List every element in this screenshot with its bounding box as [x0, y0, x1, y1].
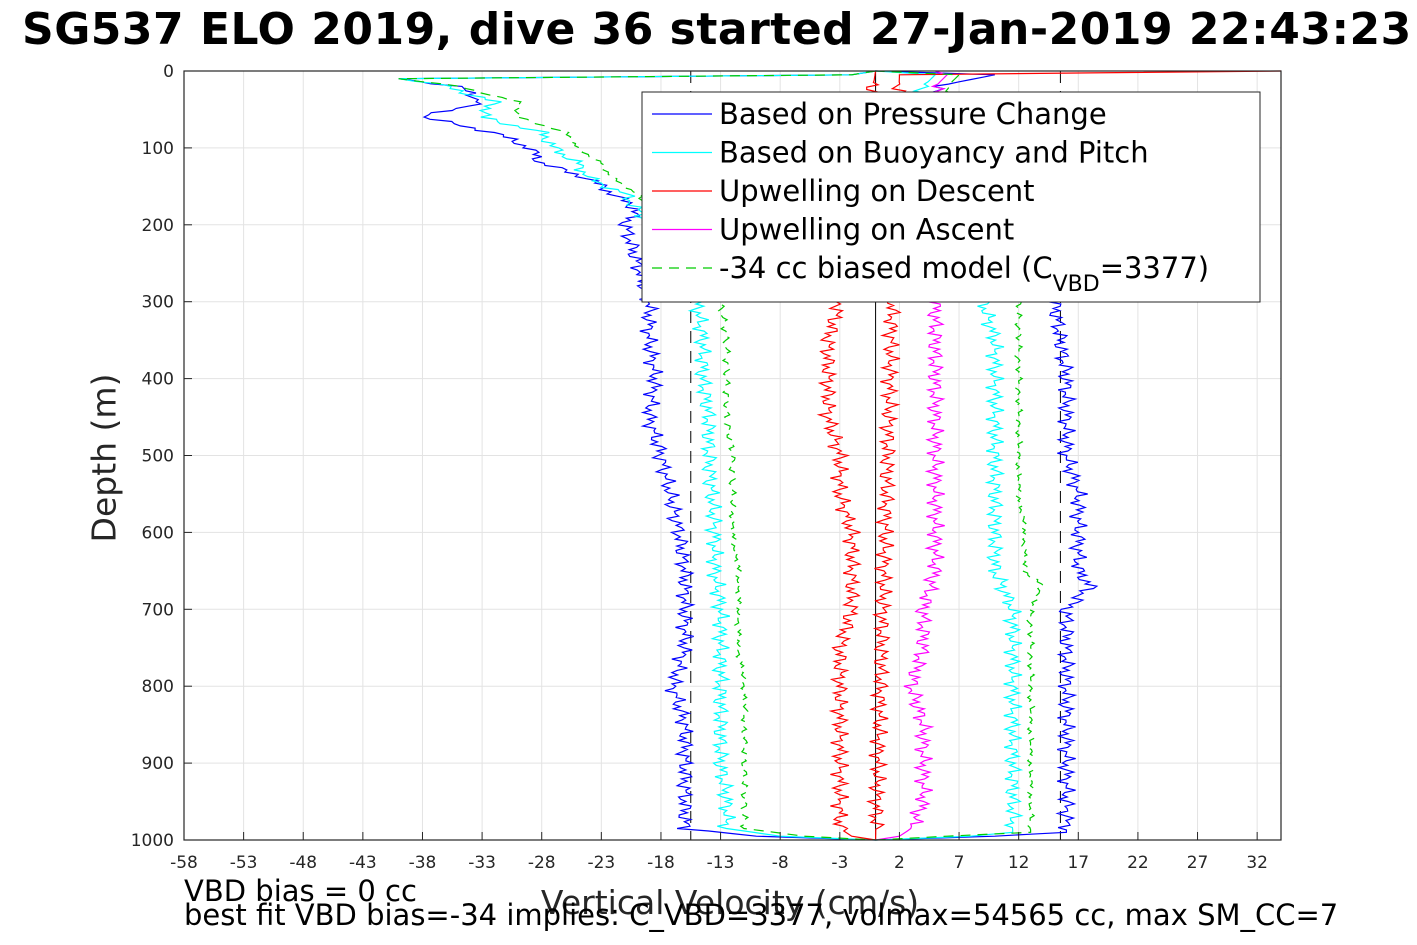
x-tick-label: -28	[528, 853, 556, 873]
x-tick-label: 27	[1187, 853, 1209, 873]
x-tick-label: -23	[587, 853, 615, 873]
x-tick-label: -53	[230, 853, 258, 873]
x-tick-label: -8	[772, 853, 789, 873]
x-tick-label: -43	[349, 853, 377, 873]
footer-best-fit: best fit VBD bias=-34 implies: C_VBD=337…	[184, 898, 1339, 932]
y-tick-label: 100	[142, 139, 174, 159]
series-line	[398, 70, 876, 841]
y-tick-label: 200	[142, 216, 174, 236]
y-tick-label: 900	[142, 754, 174, 774]
x-tick-label: 17	[1067, 853, 1089, 873]
y-tick-label: 1000	[131, 831, 174, 851]
y-tick-labels: 0 100 200 300 400 500 600 700 800 900 1000	[131, 62, 192, 851]
y-tick-label: 300	[142, 293, 174, 313]
legend-label: Based on Buoyancy and Pitch	[719, 136, 1149, 170]
chart-title: SG537 ELO 2019, dive 36 started 27-Jan-2…	[22, 4, 1412, 55]
y-axis-label: Depth (m)	[85, 374, 124, 543]
x-tick-label: -3	[831, 853, 848, 873]
x-tick-label: 32	[1246, 853, 1268, 873]
legend: Based on Pressure Change Based on Buoyanc…	[641, 91, 1261, 303]
legend-label: -34 cc biased model (CVBD=3377)	[719, 251, 1209, 297]
y-tick-label: 400	[142, 370, 174, 390]
y-tick-label: 600	[142, 523, 174, 543]
legend-box	[641, 91, 1261, 303]
legend-label: Upwelling on Descent	[719, 174, 1035, 208]
legend-label: Upwelling on Ascent	[719, 213, 1014, 247]
x-tick-labels: -58 -53 -48 -43 -38 -33 -28 -23 -18 -13 -8 -3 2 7 12 17…	[170, 832, 1268, 873]
x-tick-label: 22	[1127, 853, 1149, 873]
legend-label: Based on Pressure Change	[719, 97, 1107, 131]
y-tick-label: 700	[142, 600, 174, 620]
x-tick-label: -33	[468, 853, 496, 873]
x-tick-label: -18	[647, 853, 675, 873]
x-tick-label: -58	[170, 853, 198, 873]
y-tick-label: 0	[163, 62, 174, 82]
y-tick-label: 500	[142, 447, 174, 467]
footer-vbd-bias: VBD bias = 0 cc	[184, 874, 417, 908]
series-line	[398, 70, 876, 841]
x-tick-label: 12	[1008, 853, 1030, 873]
x-tick-label: -38	[409, 853, 437, 873]
x-tick-label: 2	[894, 853, 905, 873]
y-tick-label: 800	[142, 677, 174, 697]
x-tick-label: -48	[289, 853, 317, 873]
x-axis-label: Vertical Velocity (cm/s)	[541, 883, 919, 922]
x-tick-label: 7	[954, 853, 965, 873]
x-tick-label: -13	[707, 853, 735, 873]
